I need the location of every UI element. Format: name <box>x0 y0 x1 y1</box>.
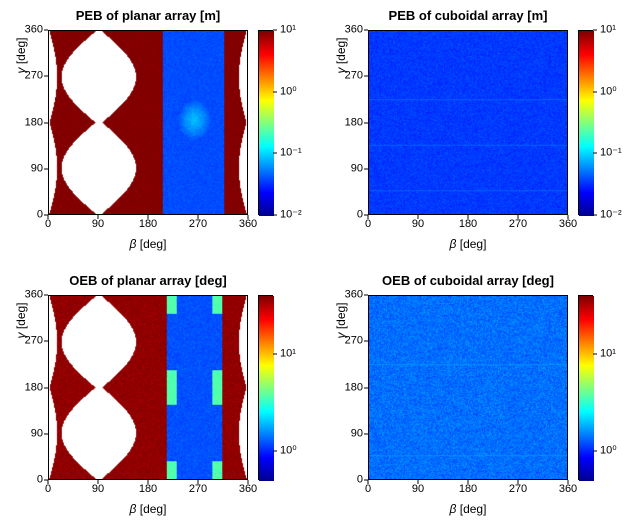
x-tick-label: 180 <box>459 484 477 495</box>
y-tick-label: 0 <box>37 210 43 221</box>
x-tick-label: 0 <box>365 219 371 230</box>
panel-oeb_cuboidal: OEB of cuboidal array [deg]0901802703600… <box>368 295 568 480</box>
heatmap-canvas <box>49 31 247 214</box>
x-axis-label: β [deg] <box>48 502 248 516</box>
colorbar-tick-label: 10⁻¹ <box>280 148 302 159</box>
colorbar-tick-label: 10¹ <box>280 25 296 36</box>
y-tick-label: 0 <box>37 475 43 486</box>
x-tick-label: 360 <box>559 219 577 230</box>
x-tick-label: 360 <box>239 219 257 230</box>
plot-area <box>48 30 248 215</box>
y-tick-label: 0 <box>357 210 363 221</box>
x-tick-label: 0 <box>45 219 51 230</box>
colorbar <box>578 30 593 215</box>
colorbar-tick-label: 10¹ <box>280 348 296 359</box>
colorbar-tick-label: 10⁰ <box>600 86 617 97</box>
colorbar-canvas <box>259 31 274 216</box>
panel-title: OEB of cuboidal array [deg] <box>368 273 568 288</box>
colorbar-tick-label: 10⁻¹ <box>600 148 622 159</box>
y-tick-label: 90 <box>351 163 363 174</box>
y-axis-label: γ [deg] <box>334 228 348 413</box>
y-axis-label: γ [deg] <box>334 0 348 148</box>
y-tick-label: 90 <box>31 163 43 174</box>
x-tick-label: 360 <box>559 484 577 495</box>
heatmap-canvas <box>369 31 567 214</box>
x-tick-label: 0 <box>365 484 371 495</box>
plot-area <box>368 30 568 215</box>
y-tick-label: 90 <box>31 428 43 439</box>
x-axis-label: β [deg] <box>48 237 248 251</box>
x-tick-label: 90 <box>92 219 104 230</box>
colorbar-tick-label: 10⁻² <box>280 210 302 221</box>
panel-peb_cuboidal: PEB of cuboidal array [m]090180270360090… <box>368 30 568 215</box>
colorbar-tick-label: 10¹ <box>600 25 616 36</box>
x-tick-label: 270 <box>189 484 207 495</box>
x-tick-label: 180 <box>139 219 157 230</box>
colorbar-canvas <box>579 296 594 481</box>
plot-area <box>368 295 568 480</box>
x-tick-label: 90 <box>92 484 104 495</box>
y-axis-label: γ [deg] <box>14 228 28 413</box>
panel-title: PEB of planar array [m] <box>48 8 248 23</box>
x-tick-label: 270 <box>189 219 207 230</box>
panel-oeb_planar: OEB of planar array [deg]090180270360090… <box>48 295 248 480</box>
panel-peb_planar: PEB of planar array [m]09018027036009018… <box>48 30 248 215</box>
heatmap-canvas <box>369 296 567 479</box>
colorbar-tick-label: 10⁻² <box>600 210 622 221</box>
panel-title: OEB of planar array [deg] <box>48 273 248 288</box>
x-tick-label: 270 <box>509 484 527 495</box>
x-axis-label: β [deg] <box>368 237 568 251</box>
colorbar-tick-label: 10⁰ <box>280 445 297 456</box>
x-tick-label: 0 <box>45 484 51 495</box>
x-tick-label: 90 <box>412 219 424 230</box>
y-tick-label: 90 <box>351 428 363 439</box>
figure-root: PEB of planar array [m] 0 90 180 270 360 0 90 18… <box>0 0 640 522</box>
plot-area <box>48 295 248 480</box>
x-tick-label: 90 <box>412 484 424 495</box>
y-tick-label: 0 <box>357 475 363 486</box>
colorbar-tick-label: 10⁰ <box>280 86 297 97</box>
colorbar <box>578 295 593 480</box>
x-tick-label: 180 <box>139 484 157 495</box>
colorbar-canvas <box>579 31 594 216</box>
colorbar-tick-label: 10⁰ <box>600 445 617 456</box>
x-tick-label: 180 <box>459 219 477 230</box>
y-axis-label: γ [deg] <box>14 0 28 148</box>
panel-title: PEB of cuboidal array [m] <box>368 8 568 23</box>
colorbar-canvas <box>259 296 274 481</box>
colorbar <box>258 30 273 215</box>
colorbar-tick-label: 10¹ <box>600 348 616 359</box>
heatmap-canvas <box>49 296 247 479</box>
x-tick-label: 270 <box>509 219 527 230</box>
x-axis-label: β [deg] <box>368 502 568 516</box>
colorbar <box>258 295 273 480</box>
x-tick-label: 360 <box>239 484 257 495</box>
